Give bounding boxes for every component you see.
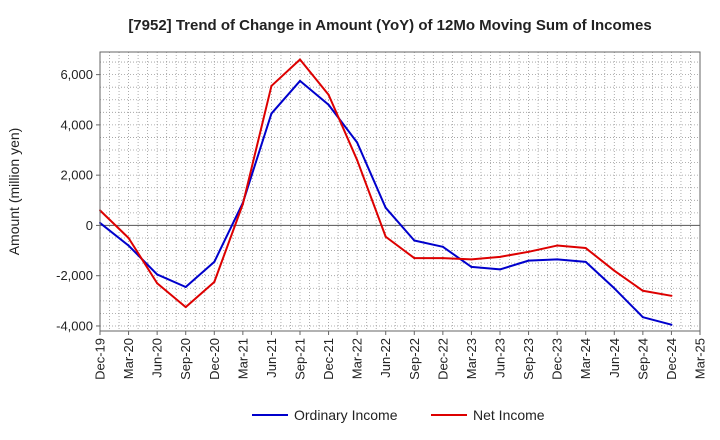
y-tick-label: 6,000 — [60, 67, 93, 82]
x-tick-label: Dec-20 — [207, 338, 222, 380]
ordinary-income-point — [184, 286, 187, 289]
x-tick-label: Jun-23 — [493, 338, 508, 378]
x-tick-label: Sep-21 — [293, 338, 308, 380]
net-income-point — [413, 257, 416, 260]
plot-area — [100, 52, 700, 331]
ordinary-income-point — [156, 273, 159, 276]
net-income-point — [356, 159, 359, 162]
ordinary-income-point — [327, 103, 330, 106]
net-income-point — [299, 58, 301, 61]
ordinary-income-point — [356, 141, 359, 144]
x-tick-label: Dec-23 — [550, 338, 565, 380]
chart-title: [7952] Trend of Change in Amount (YoY) o… — [128, 17, 651, 34]
x-tick-label: Sep-20 — [178, 338, 193, 380]
ordinary-income-point — [213, 260, 216, 263]
x-tick-label: Jun-21 — [264, 338, 279, 378]
ordinary-income-point — [299, 79, 301, 82]
net-income-point — [527, 250, 530, 253]
ordinary-income-point — [670, 323, 673, 326]
x-axis-ticks: Dec-19 Mar-20 Jun-20 Sep-20 Dec-20 Mar-21 Jun-… — [93, 331, 708, 380]
x-tick-label: Mar-25 — [693, 338, 708, 379]
ordinary-income-point — [613, 287, 616, 290]
x-tick-label: Mar-20 — [121, 338, 136, 379]
x-tick-label: Mar-24 — [578, 338, 593, 379]
y-tick-label: -4,000 — [56, 318, 93, 333]
net-income-point — [270, 84, 273, 87]
net-income-point — [584, 247, 587, 250]
legend: Ordinary Income Net Income — [252, 407, 545, 423]
ordinary-income-point — [584, 260, 587, 263]
y-axis-ticks: -4,000 -2,000 0 2,000 4,000 6,000 — [56, 67, 100, 333]
ordinary-income-point — [127, 244, 130, 247]
ordinary-income-point — [499, 268, 501, 271]
x-tick-label: Dec-24 — [664, 338, 679, 380]
ordinary-income-point — [641, 316, 644, 319]
x-tick-label: Sep-22 — [407, 338, 422, 380]
x-tick-label: Jun-22 — [378, 338, 393, 378]
ordinary-income-point — [413, 239, 416, 242]
x-tick-label: Jun-20 — [150, 338, 165, 378]
net-income-point — [441, 257, 444, 260]
x-tick-label: Mar-22 — [350, 338, 365, 379]
net-income-point — [156, 282, 159, 285]
net-income-point — [213, 280, 216, 283]
x-tick-label: Mar-23 — [464, 338, 479, 379]
ordinary-income-point — [527, 259, 530, 262]
net-income-point — [556, 244, 559, 247]
x-tick-label: Dec-21 — [321, 338, 336, 380]
legend-label-net-income: Net Income — [473, 407, 545, 423]
x-tick-label: Sep-23 — [521, 338, 536, 380]
y-axis-label: Amount (million yen) — [6, 128, 22, 256]
plot-frame — [99, 51, 701, 332]
ordinary-income-point — [270, 112, 273, 115]
x-tick-label: Dec-22 — [435, 338, 450, 380]
net-income-point — [241, 203, 244, 206]
net-income-point — [670, 294, 673, 297]
legend-label-ordinary-income: Ordinary Income — [294, 407, 398, 423]
ordinary-income-point — [384, 206, 387, 209]
x-tick-label: Jun-24 — [607, 338, 622, 378]
y-tick-label: -2,000 — [56, 268, 93, 283]
ordinary-income-point — [441, 245, 444, 248]
ordinary-income-point — [470, 265, 473, 268]
net-income-point — [641, 289, 644, 292]
net-income-point — [613, 269, 616, 272]
y-tick-label: 4,000 — [60, 117, 93, 132]
y-tick-label: 2,000 — [60, 168, 93, 183]
x-tick-label: Dec-19 — [93, 338, 108, 380]
net-income-point — [127, 237, 130, 239]
net-income-point — [184, 306, 187, 309]
y-tick-label: 0 — [86, 218, 93, 233]
net-income-point — [470, 258, 473, 261]
net-income-point — [327, 93, 330, 96]
ordinary-income-point — [556, 258, 559, 261]
x-tick-label: Sep-24 — [635, 338, 650, 380]
net-income-point — [499, 255, 501, 258]
y-gridlines — [100, 61, 700, 327]
x-tick-label: Mar-21 — [235, 338, 250, 379]
net-income-point — [384, 235, 387, 238]
series-layer — [99, 58, 673, 326]
